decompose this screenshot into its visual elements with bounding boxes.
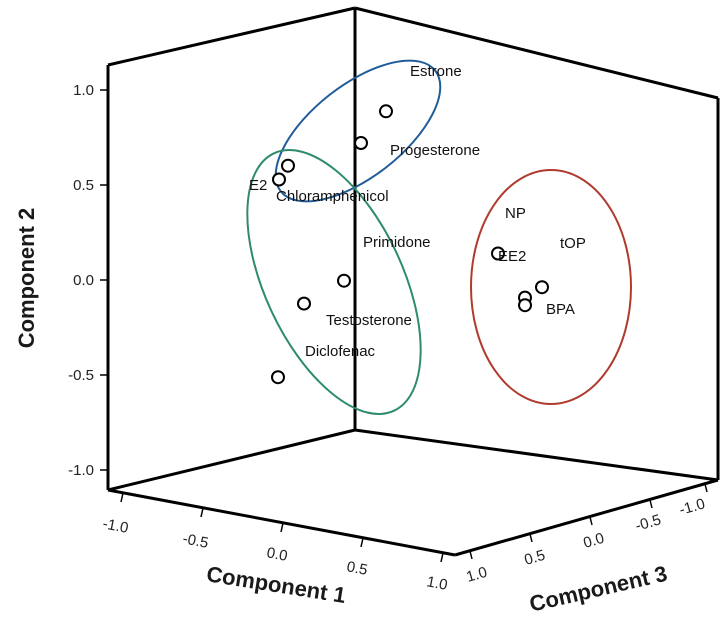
z-tick-mark [529, 533, 533, 543]
z-tick-label: -0.5 [633, 511, 663, 534]
data-point-np [491, 246, 505, 261]
data-point-e2 [281, 158, 295, 173]
frame-back-right-top [354, 6, 719, 100]
point-label-estrone: Estrone [410, 63, 462, 80]
frame-floor-front-left [107, 488, 456, 557]
data-point-progesterone [354, 136, 368, 150]
x-tick-mark [360, 537, 364, 548]
data-point-primidone [337, 273, 351, 288]
data-point-chloramphenicol [272, 172, 286, 187]
frame-floor-left [107, 428, 356, 492]
x-tick-label: 1.0 [425, 573, 449, 594]
y-axis-title: Component 2 [14, 208, 39, 349]
y-tick-label: -0.5 [68, 367, 94, 384]
group-ellipse-blue [274, 59, 442, 203]
y-tick-label: -1.0 [68, 462, 94, 479]
box-frame [106, 6, 720, 557]
z-tick-label: 0.5 [522, 547, 547, 569]
point-label-bpa: BPA [546, 301, 575, 318]
group-ellipses [246, 59, 632, 415]
z-tick-mark [589, 516, 593, 526]
z-tick-label: 1.0 [464, 564, 489, 586]
y-tick-label: 0.0 [73, 272, 94, 289]
data-point-top [535, 280, 549, 295]
point-label-testosterone: Testosterone [326, 312, 412, 329]
z-tick-mark [704, 483, 708, 493]
x-tick-label: 0.0 [265, 544, 289, 565]
point-label-e2: E2 [249, 177, 267, 194]
x-axis [120, 492, 444, 563]
point-labels: Estrone Progesterone E2 Chloramphenicol … [249, 63, 586, 360]
data-point-testosterone [297, 296, 311, 311]
point-label-chloramphenicol: Chloramphenicol [276, 188, 389, 205]
z-tick-mark [469, 550, 473, 560]
y-tick-label: 1.0 [73, 82, 94, 99]
z-axis-title: Component 3 [527, 561, 670, 617]
point-label-top: tOP [560, 235, 586, 252]
group-ellipse-red [470, 169, 632, 405]
x-axis-title: Component 1 [205, 561, 348, 608]
frame-floor-front-right [454, 478, 719, 557]
frame-floor-right [354, 428, 719, 482]
data-points [271, 104, 549, 385]
x-tick-mark [440, 552, 444, 563]
frame-back-left-top [107, 6, 356, 67]
x-tick-mark [200, 507, 204, 518]
x-tick-mark [120, 492, 124, 503]
y-tick-label: 0.5 [73, 177, 94, 194]
data-point-diclofenac [271, 370, 285, 385]
x-tick-label: 0.5 [345, 558, 369, 579]
z-axis [469, 483, 708, 560]
x-tick-label: -1.0 [101, 515, 130, 537]
point-label-ee2: EE2 [498, 248, 526, 265]
point-label-progesterone: Progesterone [390, 142, 480, 159]
point-label-diclofenac: Diclofenac [305, 343, 376, 360]
point-label-np: NP [505, 205, 526, 222]
point-label-primidone: Primidone [363, 234, 431, 251]
group-ellipse-green [246, 149, 422, 415]
x-tick-label: -0.5 [181, 530, 210, 552]
z-tick-mark [649, 499, 653, 509]
x-tick-mark [280, 522, 284, 533]
data-point-bpa [518, 298, 532, 313]
y-axis [100, 89, 108, 471]
z-tick-label: 0.0 [581, 530, 606, 552]
data-point-estrone [379, 104, 393, 119]
z-tick-label: -1.0 [677, 495, 707, 518]
